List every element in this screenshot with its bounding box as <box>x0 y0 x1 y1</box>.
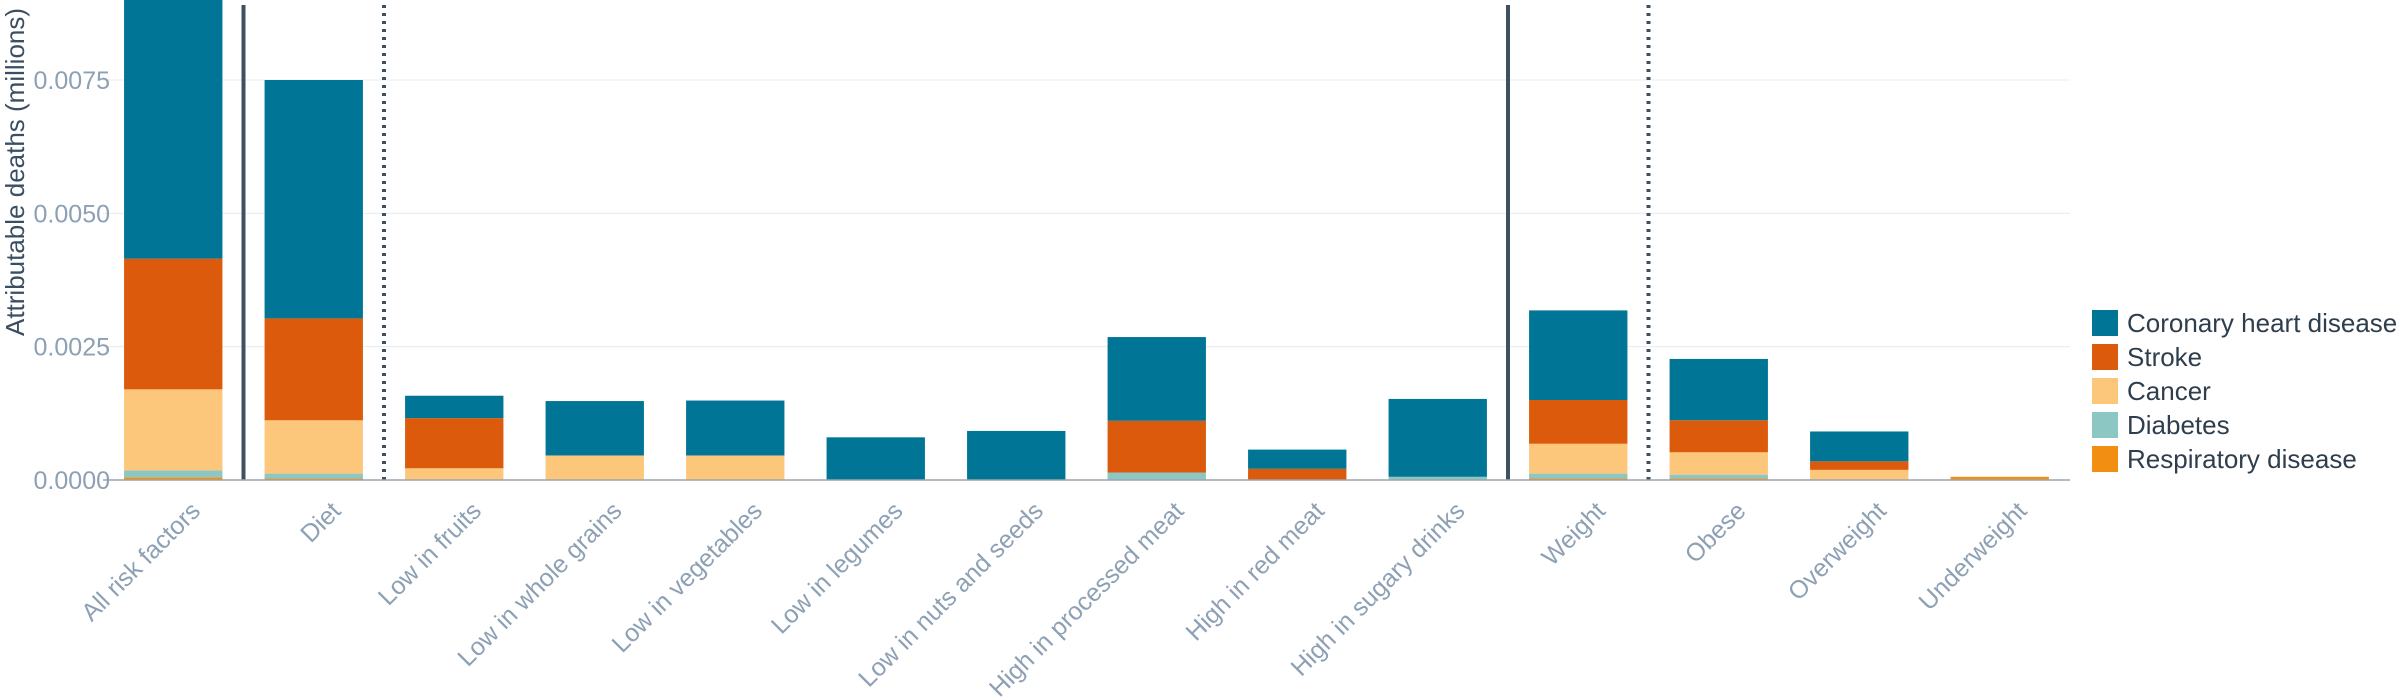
legend-label: Coronary heart disease <box>2127 308 2397 338</box>
x-tick-label: Diet <box>295 497 346 548</box>
y-tick-label: 0.0075 <box>34 67 110 95</box>
y-tick-label: 0.0050 <box>34 200 110 228</box>
bar-segment <box>1248 469 1346 480</box>
bar-segment <box>1670 420 1768 452</box>
bar-segment <box>1670 359 1768 420</box>
legend-swatch <box>2092 412 2118 438</box>
bar-segment <box>1529 444 1627 474</box>
y-axis-label: Attributable deaths (millions) <box>0 8 30 336</box>
bar-segment <box>1529 400 1627 444</box>
bar-segment <box>546 455 644 480</box>
legend: Coronary heart disease Stroke Cancer Diabet… <box>2092 308 2397 474</box>
bar-segment <box>124 389 222 470</box>
legend-swatch <box>2092 344 2118 370</box>
legend-swatch <box>2092 446 2118 472</box>
x-tick-label: Overweight <box>1783 497 1892 606</box>
legend-label: Stroke <box>2127 342 2202 372</box>
x-tick-label: Low in fruits <box>373 497 487 611</box>
legend-label: Cancer <box>2127 376 2211 406</box>
bar-segment <box>265 318 363 420</box>
bar-segment <box>124 259 222 390</box>
legend-label: Diabetes <box>2127 410 2230 440</box>
bar-segment <box>405 468 503 480</box>
legend-swatch <box>2092 378 2118 404</box>
bar-segment <box>686 455 784 480</box>
bar-segment <box>1670 475 1768 479</box>
x-tick-label: Low in legumes <box>766 497 909 640</box>
x-tick-labels: All risk factors Diet Low in fruits Low in … <box>76 497 2032 700</box>
y-tick-label: 0.0000 <box>34 467 110 495</box>
bar-segment <box>1108 473 1206 480</box>
bar-segment <box>546 401 644 455</box>
legend-swatch <box>2092 310 2118 336</box>
bar-segment <box>124 0 222 259</box>
bar-segment <box>1529 474 1627 479</box>
bar-segment <box>686 401 784 456</box>
bar-segment <box>265 80 363 318</box>
bar-segment <box>265 420 363 473</box>
x-tick-label: Obese <box>1680 497 1752 569</box>
bar-segment <box>1810 470 1908 480</box>
bar-segment <box>1529 310 1627 400</box>
bar-segment <box>1810 461 1908 470</box>
bar-segment <box>265 474 363 479</box>
bars <box>124 0 2049 480</box>
bar-segment <box>827 437 925 480</box>
bar-segment <box>405 418 503 468</box>
bar-segment <box>967 431 1065 480</box>
x-tick-label: Underweight <box>1913 497 2032 616</box>
x-tick-label: High in red meat <box>1180 497 1330 647</box>
x-tick-label: Low in vegetables <box>607 497 768 658</box>
bar-segment <box>1389 399 1487 477</box>
bar-segment <box>1108 337 1206 421</box>
bar-segment <box>1248 450 1346 469</box>
x-tick-label: Weight <box>1536 497 1611 572</box>
y-tick-label: 0.0025 <box>34 334 110 362</box>
bar-segment <box>405 396 503 418</box>
gridlines <box>103 80 2070 347</box>
bar-segment <box>1810 431 1908 461</box>
legend-label: Respiratory disease <box>2127 444 2357 474</box>
bar-segment <box>124 470 222 477</box>
bar-segment <box>1670 452 1768 474</box>
x-tick-label: All risk factors <box>76 497 206 627</box>
bar-segment <box>1108 421 1206 473</box>
y-tick-labels: 0.0000 0.0025 0.0050 0.0075 <box>34 67 110 495</box>
